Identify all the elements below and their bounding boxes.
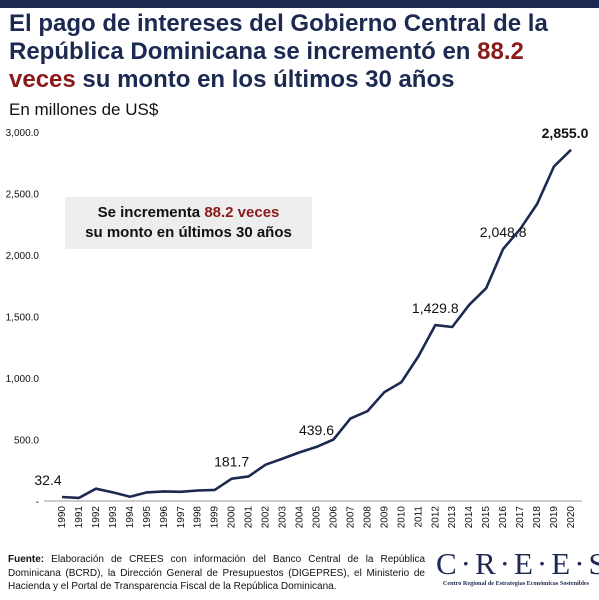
title-text-end: su monto en los últimos 30 años (75, 66, 455, 93)
y-tick-label: - (36, 497, 39, 508)
data-label: 1,429.8 (412, 300, 459, 316)
callout-text-end: su monto en últimos 30 años (85, 224, 292, 241)
y-tick-label: 1,000.0 (6, 374, 40, 385)
top-accent-bar (0, 0, 599, 8)
data-labels: 32.4 181.7 439.6 1,429.8 2,048.8 2,855.0 (34, 125, 588, 488)
x-tick-label: 1995 (142, 506, 153, 529)
data-label: 181.7 (214, 454, 249, 470)
title-text-start: El pago de intereses del Gobierno Centra… (9, 10, 548, 65)
x-tick-label: 2011 (413, 506, 424, 528)
callout-text-start: Se incrementa (97, 204, 205, 221)
x-tick-label: 2000 (227, 506, 238, 529)
x-tick-label: 2003 (278, 506, 289, 529)
logo-wordmark: C·R·E·E·S (436, 546, 599, 581)
x-tick-label: 1997 (176, 506, 187, 529)
callout-highlight: 88.2 veces (204, 204, 280, 221)
x-tick-label: 2002 (261, 506, 272, 529)
data-label: 439.6 (299, 422, 334, 438)
x-tick-label: 1998 (193, 506, 204, 529)
x-tick-label: 2004 (295, 506, 306, 529)
x-tick-label: 1991 (74, 506, 85, 529)
footnote-text: Elaboración de CREES con información del… (8, 554, 425, 592)
x-tick-label: 1992 (91, 506, 102, 529)
x-tick-label: 2005 (312, 506, 323, 529)
x-tick-labels: 1990 1991 1992 1993 1994 1995 1996 1997 1998 1999… (57, 506, 577, 529)
x-tick-label: 2010 (396, 506, 407, 529)
x-tick-label: 2009 (379, 506, 390, 529)
chart-title: El pago de intereses del Gobierno Centra… (9, 10, 594, 94)
data-label: 2,048.8 (480, 224, 527, 240)
x-tick-label: 2013 (447, 506, 458, 529)
x-tick-label: 2018 (532, 506, 543, 529)
y-tick-label: 2,000.0 (6, 251, 40, 262)
x-tick-label: 2019 (549, 506, 560, 529)
source-footnote: Fuente: Elaboración de CREES con informa… (8, 553, 425, 594)
x-tick-label: 2012 (430, 506, 441, 529)
x-tick-label: 2001 (244, 506, 255, 529)
x-tick-label: 2008 (362, 506, 373, 529)
x-tick-label: 2015 (481, 506, 492, 529)
x-tick-label: 1999 (210, 506, 221, 529)
data-label: 32.4 (34, 472, 61, 488)
footnote-label: Fuente: (8, 554, 45, 565)
title-highlight: 88.2 veces (9, 38, 524, 93)
logo-subtitle: Centro Regional de Estrategias Económica… (442, 580, 590, 587)
series-line (61, 148, 572, 500)
y-tick-label: 2,500.0 (6, 190, 40, 201)
x-tick-label: 1996 (159, 506, 170, 529)
x-tick-label: 2020 (566, 506, 577, 529)
y-tick-label: 500.0 (14, 436, 39, 447)
y-tick-labels: - 500.0 1,000.0 1,500.0 2,000.0 2,500.0 3,000.… (6, 128, 40, 508)
y-axis-unit-label: En millones de US$ (9, 100, 159, 119)
x-tick-label: 2017 (515, 506, 526, 529)
x-tick-label: 2016 (498, 506, 509, 529)
x-tick-label: 2007 (345, 506, 356, 529)
x-tick-label: 1994 (125, 506, 136, 529)
line-chart: - 500.0 1,000.0 1,500.0 2,000.0 2,500.0 3,000.… (6, 125, 589, 529)
x-tick-label: 1990 (57, 506, 68, 529)
y-tick-label: 3,000.0 (6, 128, 40, 139)
callout-box: Se incrementa 88.2 veces su monto en últ… (65, 197, 312, 249)
data-label: 2,855.0 (542, 125, 589, 141)
x-tick-label: 2006 (328, 506, 339, 529)
x-tick-label: 1993 (108, 506, 119, 529)
x-tick-label: 2014 (464, 506, 475, 529)
y-tick-label: 1,500.0 (6, 313, 40, 324)
crees-logo: C·R·E·E·S Centro Regional de Estrategias… (436, 546, 599, 598)
